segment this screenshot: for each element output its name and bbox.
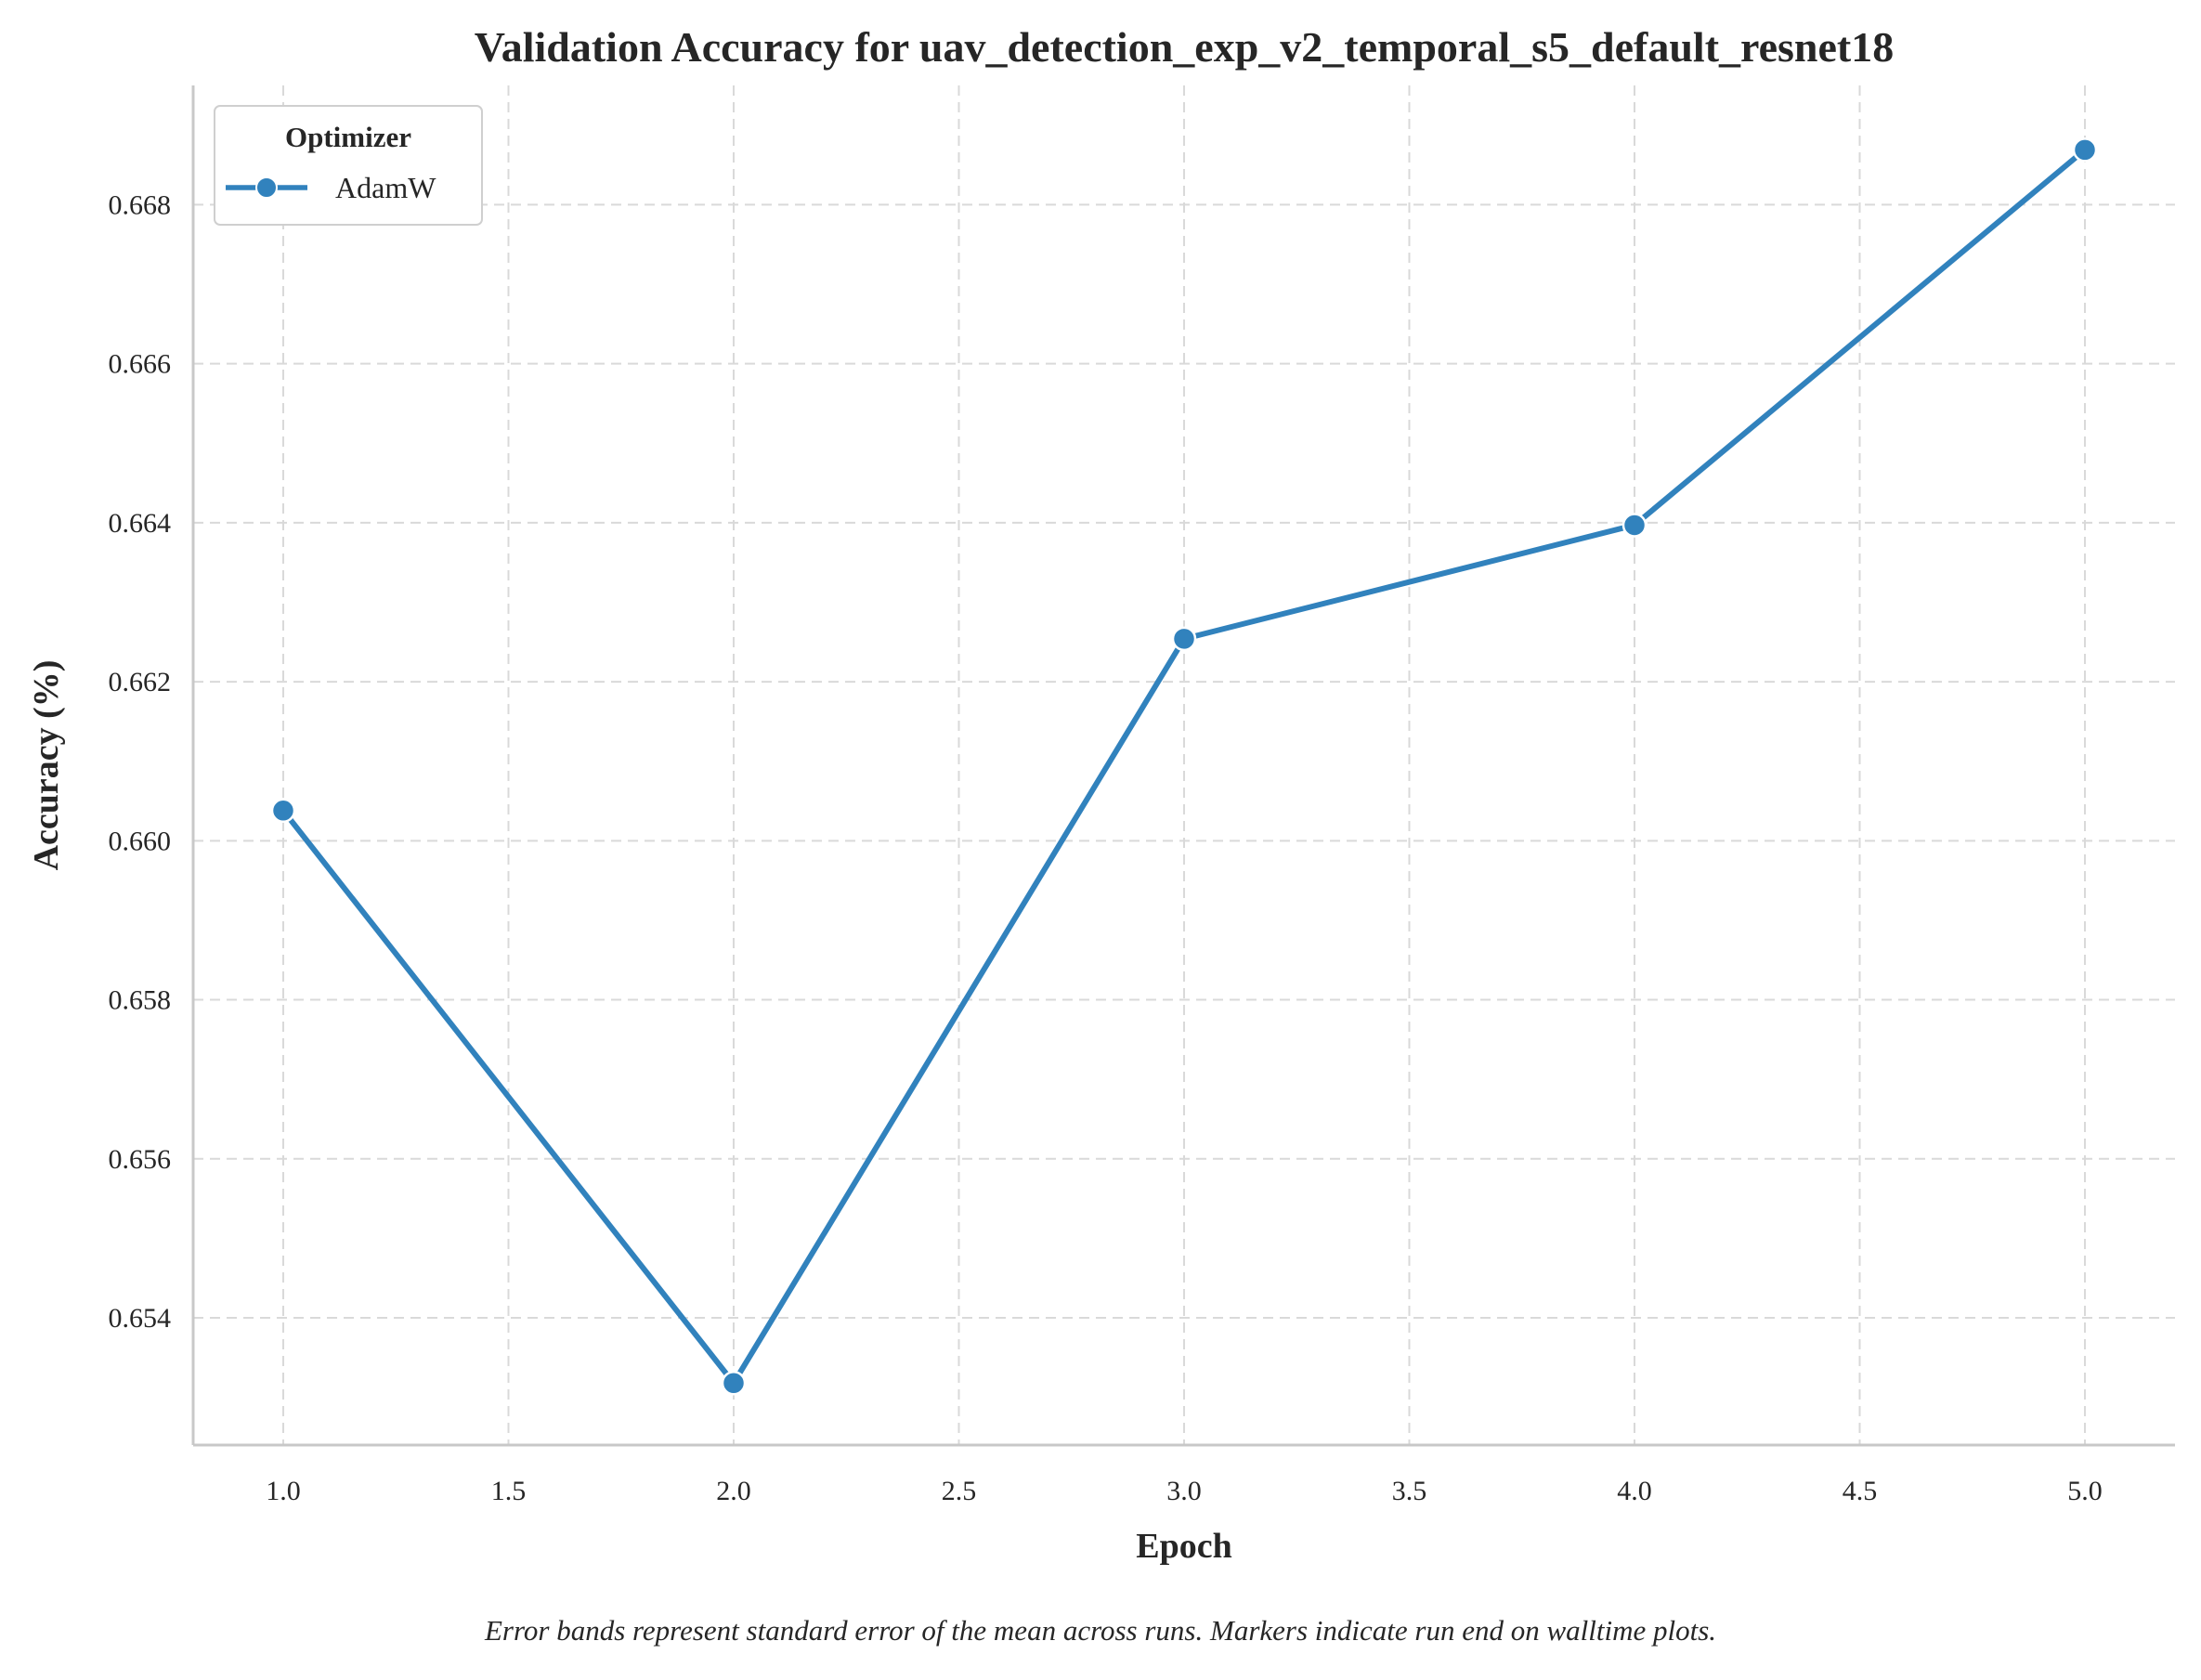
series-layer <box>270 137 2098 1396</box>
data-point <box>721 1370 747 1396</box>
legend-frame <box>214 105 483 226</box>
x-gridlines <box>282 85 2086 1445</box>
legend-label-adamw: AdamW <box>335 171 436 204</box>
x-tick-label: 4.0 <box>1617 1476 1652 1506</box>
legend-title: Optimizer <box>285 121 411 153</box>
y-tick-labels: 0.654 0.656 0.658 0.660 0.662 0.664 0.666 0.668 <box>109 189 172 1334</box>
chart-title: Validation Accuracy for uav_detection_ex… <box>475 23 1895 71</box>
x-tick-label: 1.5 <box>491 1476 527 1506</box>
x-tick-label: 4.5 <box>1843 1476 1878 1506</box>
x-tick-label: 5.0 <box>2067 1476 2103 1506</box>
data-point <box>2072 137 2098 163</box>
data-point <box>1621 513 1647 538</box>
y-tick-label: 0.666 <box>109 349 172 380</box>
y-gridlines <box>193 203 2175 1320</box>
y-tick-label: 0.660 <box>109 826 172 856</box>
x-tick-labels: 1.0 1.5 2.0 2.5 3.0 3.5 4.0 4.5 5.0 <box>266 1476 2103 1506</box>
x-axis-label: Epoch <box>1136 1527 1231 1566</box>
legend-marker-adamw <box>255 176 278 199</box>
y-tick-label: 0.656 <box>109 1144 172 1175</box>
x-tick-label: 3.5 <box>1392 1476 1427 1506</box>
legend: Optimizer AdamW <box>214 105 483 226</box>
chart-caption: Error bands represent standard error of … <box>484 1614 1716 1647</box>
x-tick-label: 2.5 <box>942 1476 977 1506</box>
y-tick-label: 0.664 <box>109 508 172 539</box>
y-tick-label: 0.668 <box>109 189 172 220</box>
y-axis-label: Accuracy (%) <box>27 660 66 871</box>
data-point <box>270 798 296 824</box>
y-tick-label: 0.662 <box>109 667 172 697</box>
data-point <box>1171 626 1197 652</box>
y-tick-label: 0.654 <box>109 1303 172 1334</box>
x-tick-label: 2.0 <box>716 1476 751 1506</box>
y-tick-label: 0.658 <box>109 985 172 1016</box>
x-tick-label: 3.0 <box>1166 1476 1202 1506</box>
x-tick-label: 1.0 <box>266 1476 301 1506</box>
